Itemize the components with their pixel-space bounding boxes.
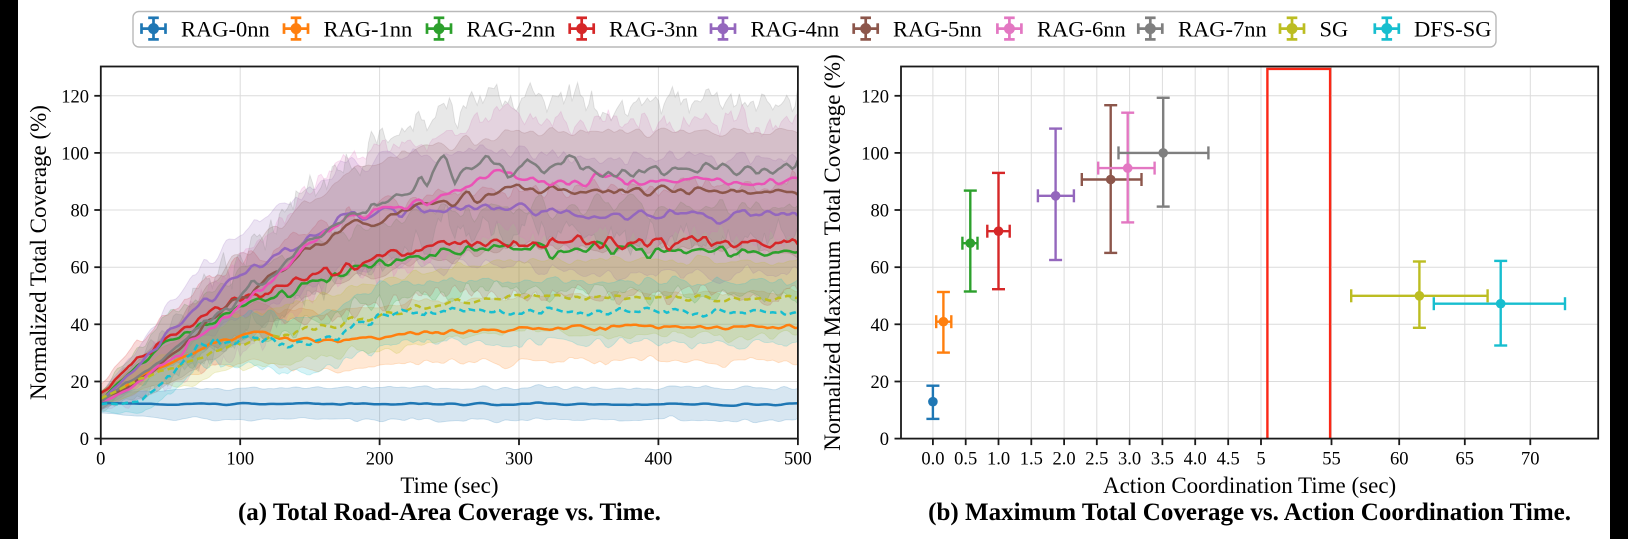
svg-text:Normalized Maximum Total Cover: Normalized Maximum Total Coverage (%) bbox=[820, 54, 845, 451]
svg-text:DFS-SG: DFS-SG bbox=[1414, 17, 1492, 42]
svg-text:0.5: 0.5 bbox=[954, 450, 977, 470]
svg-text:SG: SG bbox=[1320, 17, 1349, 42]
svg-text:100: 100 bbox=[861, 144, 889, 164]
svg-text:1.0: 1.0 bbox=[987, 450, 1010, 470]
svg-text:4.0: 4.0 bbox=[1184, 450, 1207, 470]
svg-text:RAG-7nn: RAG-7nn bbox=[1178, 17, 1267, 42]
svg-text:5: 5 bbox=[1256, 450, 1265, 470]
svg-text:40: 40 bbox=[71, 316, 90, 336]
svg-text:RAG-6nn: RAG-6nn bbox=[1037, 17, 1126, 42]
svg-text:400: 400 bbox=[645, 450, 673, 470]
svg-text:Action Coordination Time (sec): Action Coordination Time (sec) bbox=[1103, 473, 1396, 498]
svg-text:2.0: 2.0 bbox=[1053, 450, 1076, 470]
svg-text:20: 20 bbox=[71, 373, 90, 393]
svg-text:70: 70 bbox=[1521, 450, 1540, 470]
svg-text:500: 500 bbox=[784, 450, 812, 470]
svg-text:60: 60 bbox=[1390, 450, 1409, 470]
svg-text:RAG-2nn: RAG-2nn bbox=[467, 17, 556, 42]
svg-text:2.5: 2.5 bbox=[1085, 450, 1108, 470]
svg-text:3.0: 3.0 bbox=[1118, 450, 1141, 470]
svg-text:120: 120 bbox=[861, 87, 889, 107]
svg-text:0: 0 bbox=[880, 430, 889, 450]
svg-text:(b) Maximum Total Coverage vs.: (b) Maximum Total Coverage vs. Action Co… bbox=[928, 499, 1571, 526]
svg-text:0: 0 bbox=[80, 430, 89, 450]
svg-text:65: 65 bbox=[1456, 450, 1475, 470]
svg-text:3.5: 3.5 bbox=[1151, 450, 1174, 470]
svg-text:RAG-3nn: RAG-3nn bbox=[609, 17, 698, 42]
svg-text:40: 40 bbox=[871, 316, 890, 336]
svg-text:55: 55 bbox=[1322, 450, 1341, 470]
svg-text:80: 80 bbox=[71, 202, 90, 222]
svg-text:100: 100 bbox=[61, 144, 89, 164]
svg-text:4.5: 4.5 bbox=[1217, 450, 1240, 470]
svg-text:200: 200 bbox=[366, 450, 394, 470]
svg-text:0.0: 0.0 bbox=[921, 450, 944, 470]
svg-text:Time (sec): Time (sec) bbox=[400, 473, 498, 498]
svg-text:20: 20 bbox=[871, 373, 890, 393]
svg-text:60: 60 bbox=[871, 259, 890, 279]
svg-text:RAG-4nn: RAG-4nn bbox=[751, 17, 840, 42]
svg-text:RAG-1nn: RAG-1nn bbox=[324, 17, 413, 42]
svg-text:(a) Total Road-Area Coverage v: (a) Total Road-Area Coverage vs. Time. bbox=[238, 499, 661, 526]
svg-text:80: 80 bbox=[871, 202, 890, 222]
svg-text:1.5: 1.5 bbox=[1020, 450, 1043, 470]
svg-text:100: 100 bbox=[226, 450, 254, 470]
svg-text:0: 0 bbox=[96, 450, 105, 470]
svg-text:60: 60 bbox=[71, 259, 90, 279]
svg-text:RAG-5nn: RAG-5nn bbox=[893, 17, 982, 42]
svg-text:Normalized Total Coverage (%): Normalized Total Coverage (%) bbox=[26, 105, 51, 400]
svg-text:RAG-0nn: RAG-0nn bbox=[181, 17, 270, 42]
svg-text:120: 120 bbox=[61, 87, 89, 107]
svg-text:300: 300 bbox=[505, 450, 533, 470]
